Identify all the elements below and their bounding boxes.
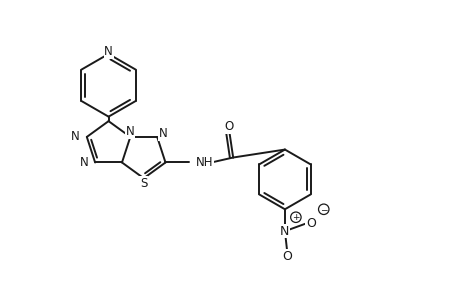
Text: N: N (79, 156, 88, 169)
Text: +: + (291, 213, 299, 222)
Text: N: N (280, 225, 289, 238)
Text: N: N (104, 46, 113, 59)
Text: S: S (140, 177, 147, 190)
Text: N: N (158, 128, 167, 140)
Text: −: − (319, 205, 327, 214)
Text: O: O (224, 120, 233, 133)
Text: NH: NH (196, 156, 213, 169)
Text: N: N (71, 130, 80, 143)
Text: O: O (305, 217, 315, 230)
Text: O: O (281, 250, 291, 262)
Text: N: N (126, 125, 134, 139)
